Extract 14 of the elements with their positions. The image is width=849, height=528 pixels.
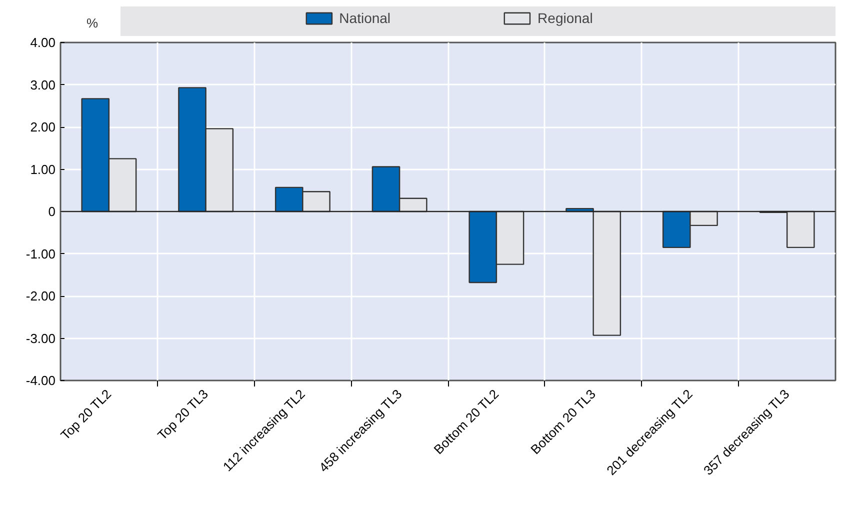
- legend-label: National: [339, 10, 391, 26]
- y-tick-label: 2.00: [30, 120, 56, 134]
- y-tick-label: 4.00: [30, 35, 56, 50]
- y-tick-label: -4.00: [26, 373, 56, 388]
- legend-label: Regional: [538, 10, 593, 26]
- x-tick-label: Top 20 TL2: [58, 386, 114, 443]
- y-tick-label: 0: [48, 204, 56, 219]
- y-axis-title: %: [86, 16, 98, 30]
- x-tick-label: Top 20 TL3: [154, 386, 211, 443]
- y-tick-label: -3.00: [26, 330, 56, 346]
- y-tick-label: -1.00: [26, 246, 56, 262]
- y-tick-label: 1.00: [30, 162, 56, 177]
- y-tick-label: -2.00: [26, 288, 56, 304]
- y-tick-label: 3.00: [30, 77, 56, 92]
